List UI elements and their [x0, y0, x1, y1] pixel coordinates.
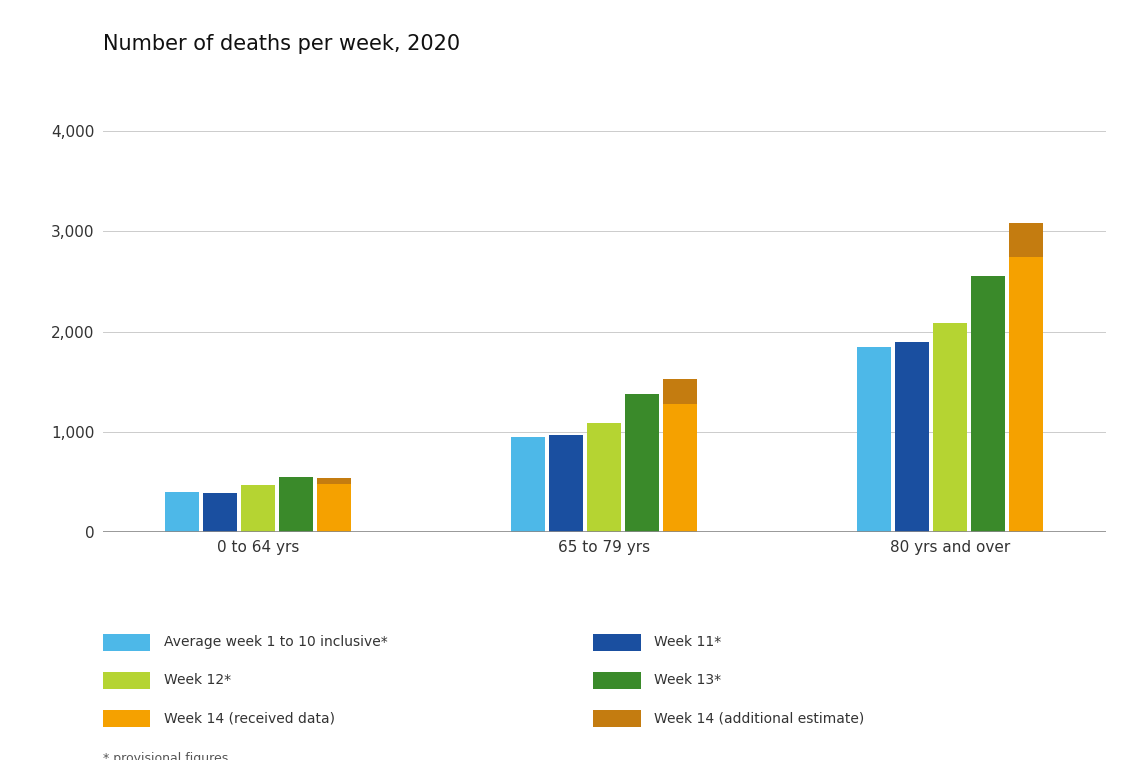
Bar — [203, 493, 237, 532]
Bar — [857, 347, 891, 532]
Bar — [279, 477, 314, 532]
Bar — [663, 378, 698, 404]
Text: Week 13*: Week 13* — [654, 673, 722, 687]
Bar — [625, 394, 659, 532]
Bar — [933, 322, 967, 532]
Text: * provisional figures: * provisional figures — [103, 752, 228, 760]
Bar — [242, 485, 276, 532]
Text: Week 14 (additional estimate): Week 14 (additional estimate) — [654, 711, 864, 725]
Text: Average week 1 to 10 inclusive*: Average week 1 to 10 inclusive* — [164, 635, 388, 649]
Bar — [511, 437, 545, 532]
Text: Week 11*: Week 11* — [654, 635, 722, 649]
Bar — [317, 484, 351, 532]
Bar — [587, 423, 621, 532]
Text: Week 12*: Week 12* — [164, 673, 231, 687]
Bar — [663, 404, 698, 532]
Text: Number of deaths per week, 2020: Number of deaths per week, 2020 — [103, 34, 459, 54]
Bar — [971, 276, 1005, 532]
Bar — [549, 435, 584, 532]
Bar — [317, 478, 351, 484]
Bar — [895, 342, 929, 532]
Bar — [1009, 223, 1043, 257]
Bar — [1009, 257, 1043, 532]
Text: Week 14 (received data): Week 14 (received data) — [164, 711, 335, 725]
Bar — [165, 492, 199, 532]
